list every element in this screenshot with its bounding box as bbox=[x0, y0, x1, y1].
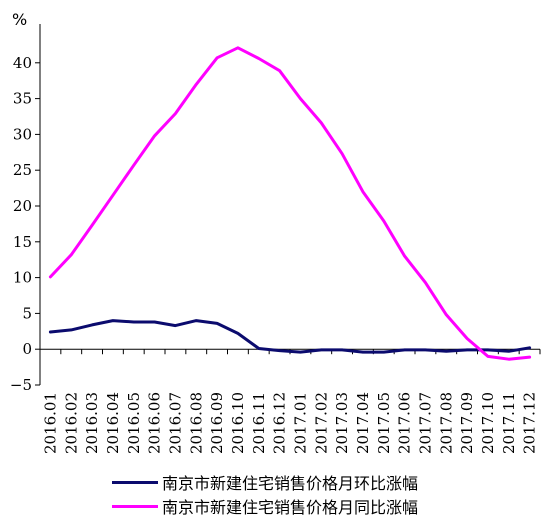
x-tick-label: 2017.01 bbox=[291, 392, 309, 454]
legend-label-yoy: 南京市新建住宅销售价格月同比涨幅 bbox=[162, 498, 419, 517]
y-tick-label: 10 bbox=[13, 269, 32, 287]
series-line-mom bbox=[48, 319, 532, 354]
x-tick-label: 2017.11 bbox=[500, 392, 518, 454]
legend-swatch-yoy bbox=[112, 504, 158, 508]
y-tick-label: 30 bbox=[13, 125, 32, 143]
x-tick-label: 2017.12 bbox=[521, 392, 539, 454]
x-tick-label: 2017.02 bbox=[312, 392, 330, 454]
x-tick-label: 2016.06 bbox=[146, 392, 164, 454]
y-axis-unit-label: % bbox=[12, 10, 27, 29]
x-tick-label: 2016.09 bbox=[208, 392, 226, 454]
x-tick-label: 2016.12 bbox=[271, 392, 289, 454]
x-tick-label: 2017.07 bbox=[416, 392, 434, 454]
chart-axes bbox=[39, 24, 540, 385]
legend-item-yoy: 南京市新建住宅销售价格月同比涨幅 bbox=[112, 494, 418, 518]
x-axis-ticks: 2016.01 2016.02 2016.03 2016.04 2016.05 2016.… bbox=[39, 349, 541, 454]
x-tick-label: 2017.09 bbox=[458, 392, 476, 454]
x-tick-label: 2016.08 bbox=[187, 392, 205, 454]
y-tick-label: 0 bbox=[22, 340, 32, 358]
x-tick-label: 2017.10 bbox=[479, 392, 497, 454]
y-tick-label: 35 bbox=[13, 90, 32, 108]
x-tick-label: 2017.06 bbox=[396, 392, 414, 454]
y-tick-label: −5 bbox=[10, 376, 32, 394]
x-tick-label: 2016.07 bbox=[166, 392, 184, 454]
legend: 南京市新建住宅销售价格月环比涨幅 南京市新建住宅销售价格月同比涨幅 bbox=[112, 470, 418, 518]
x-tick-label: 2017.03 bbox=[333, 392, 351, 454]
x-tick-label: 2016.04 bbox=[104, 392, 122, 454]
y-tick-label: 25 bbox=[13, 161, 32, 179]
series-line-yoy bbox=[48, 46, 532, 361]
x-tick-label: 2016.05 bbox=[125, 392, 143, 454]
series-lines bbox=[48, 46, 532, 361]
y-tick-label: 5 bbox=[22, 304, 32, 322]
y-axis-ticks: −5 0 5 10 15 20 25 30 35 40 bbox=[10, 54, 40, 394]
x-tick-label: 2016.02 bbox=[62, 392, 80, 454]
y-tick-label: 15 bbox=[13, 233, 32, 251]
legend-label-mom: 南京市新建住宅销售价格月环比涨幅 bbox=[162, 474, 419, 493]
x-tick-label: 2016.10 bbox=[229, 392, 247, 454]
x-tick-label: 2016.03 bbox=[83, 392, 101, 454]
x-tick-label: 2016.11 bbox=[250, 392, 268, 454]
y-tick-label: 20 bbox=[13, 197, 32, 215]
legend-swatch-mom bbox=[112, 480, 158, 484]
x-tick-label: 2017.04 bbox=[354, 392, 372, 454]
x-tick-label: 2016.01 bbox=[41, 392, 59, 454]
x-tick-label: 2017.05 bbox=[375, 392, 393, 454]
x-tick-label: 2017.08 bbox=[437, 392, 455, 454]
line-chart: −5 0 5 10 15 20 25 30 35 40 2016.01 2016.02 2016.03… bbox=[10, 10, 541, 454]
legend-item-mom: 南京市新建住宅销售价格月环比涨幅 bbox=[112, 470, 418, 494]
y-tick-label: 40 bbox=[13, 54, 32, 72]
